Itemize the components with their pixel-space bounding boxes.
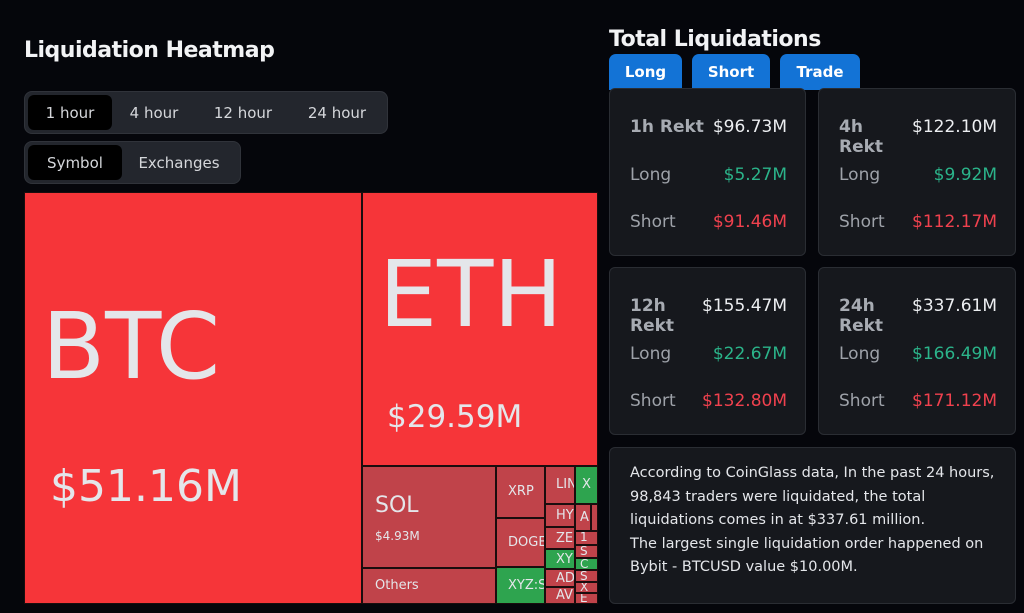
cell-symbol: XRP — [508, 484, 534, 499]
cell-symbol: XYZ:S — [508, 578, 545, 593]
heatmap-cell-s[interactable]: S — [575, 545, 598, 558]
stat-card-1h: 1h Rekt $96.73M Long $5.27M Short $91.46M — [609, 88, 806, 256]
cell-symbol: E — [580, 593, 588, 604]
total-value: $122.10M — [912, 117, 997, 137]
cell-value: $29.59M — [387, 399, 523, 435]
long-label: Long — [630, 344, 672, 364]
period-label: 4h Rekt — [839, 117, 884, 157]
cell-symbol: HY — [556, 508, 574, 523]
heatmap-cell-others[interactable]: Others — [362, 568, 496, 604]
tab-24-hour[interactable]: 24 hour — [307, 103, 367, 122]
period-label: 24h Rekt — [839, 296, 884, 336]
total-liquidations-title: Total Liquidations — [609, 27, 821, 52]
summary-line: The largest single liquidation order hap… — [630, 535, 984, 552]
heatmap-cell-xyzs[interactable]: XYZ:S — [496, 567, 545, 604]
cell-value: $4.93M — [375, 529, 420, 543]
summary-line: 98,843 traders were liquidated, the tota… — [630, 488, 926, 505]
long-label: Long — [630, 165, 672, 185]
cell-value: $51.16M — [50, 461, 242, 512]
total-value: $155.47M — [702, 296, 787, 316]
cell-symbol: C — [580, 558, 589, 570]
heatmap-cell-x2[interactable]: X — [575, 582, 598, 593]
cell-symbol: XY — [556, 552, 573, 567]
heatmap-cell-hy[interactable]: HY — [545, 504, 575, 527]
short-value: $91.46M — [712, 212, 787, 232]
heatmap-cell-lin[interactable]: LIN — [545, 466, 575, 504]
tab-12-hour[interactable]: 12 hour — [213, 103, 273, 122]
long-label: Long — [839, 165, 881, 185]
heatmap-cell-doge[interactable]: DOGE — [496, 518, 545, 567]
stat-card-12h: 12h Rekt $155.47M Long $22.67M Short $132.8… — [609, 267, 806, 435]
period-label: 12h Rekt — [630, 296, 675, 336]
heatmap-cell-s2[interactable]: S — [575, 570, 598, 582]
tab-exchanges[interactable]: Exchanges — [138, 153, 220, 172]
short-label: Short — [630, 391, 676, 411]
cell-symbol: SOL — [375, 493, 419, 518]
cell-symbol: ETH — [379, 241, 563, 348]
heatmap-cell-c[interactable]: C — [575, 558, 598, 570]
heatmap-cell-eth[interactable]: ETH $29.59M — [362, 192, 598, 466]
summary-line: According to CoinGlass data, In the past… — [630, 465, 995, 481]
short-button[interactable]: Short — [692, 54, 770, 90]
heatmap-cell-tiny[interactable] — [591, 504, 598, 531]
short-label: Short — [839, 391, 885, 411]
long-value: $5.27M — [723, 165, 787, 185]
heatmap-cell-1[interactable]: 1 — [575, 531, 598, 545]
tab-1-hour[interactable]: 1 hour — [28, 95, 112, 130]
heatmap-cell-xrp[interactable]: XRP — [496, 466, 545, 518]
cell-symbol: LIN — [556, 477, 575, 492]
heatmap-cell-xy[interactable]: XY — [545, 549, 575, 569]
stat-card-4h: 4h Rekt $122.10M Long $9.92M Short $112.17M — [818, 88, 1016, 256]
long-value: $9.92M — [933, 165, 997, 185]
heatmap-title: Liquidation Heatmap — [24, 38, 275, 63]
tab-symbol[interactable]: Symbol — [28, 145, 122, 180]
total-value: $337.61M — [912, 296, 997, 316]
group-by-tabs: Symbol Exchanges — [24, 141, 241, 184]
long-value: $166.49M — [912, 344, 997, 364]
cell-symbol: BTC — [42, 293, 221, 400]
cell-symbol: S — [580, 570, 588, 582]
summary-line: Bybit - BTCUSD value $10.00M. — [630, 559, 858, 575]
cell-symbol: 1 — [580, 531, 588, 544]
summary-line: liquidations comes in at $337.61 million… — [630, 512, 926, 528]
time-range-tabs: 1 hour 4 hour 12 hour 24 hour — [24, 91, 388, 134]
short-label: Short — [630, 212, 676, 232]
trade-button[interactable]: Trade — [780, 54, 860, 90]
cell-symbol: A — [580, 510, 589, 525]
cell-symbol: AD — [556, 571, 575, 586]
total-value: $96.73M — [712, 117, 787, 137]
cell-symbol: AV — [556, 588, 573, 603]
cell-symbol: ZE — [556, 531, 574, 546]
heatmap-cell-btc[interactable]: BTC $51.16M — [24, 192, 362, 604]
long-button[interactable]: Long — [609, 54, 682, 90]
heatmap-cell-e[interactable]: E — [575, 593, 598, 604]
heatmap-cell-av[interactable]: AV — [545, 587, 575, 604]
cell-symbol: DOGE — [508, 535, 545, 550]
short-label: Short — [839, 212, 885, 232]
liquidation-heatmap: BTC $51.16M ETH $29.59M SOL $4.93M Other… — [24, 192, 598, 604]
cell-symbol: X — [582, 477, 591, 492]
period-label: 1h Rekt — [630, 117, 704, 137]
liquidation-summary: According to CoinGlass data, In the past… — [609, 447, 1016, 604]
heatmap-cell-sol[interactable]: SOL $4.93M — [362, 466, 496, 568]
long-label: Long — [839, 344, 881, 364]
cell-symbol: Others — [375, 578, 419, 593]
tab-4-hour[interactable]: 4 hour — [129, 103, 179, 122]
cell-symbol: X — [580, 582, 589, 593]
short-value: $171.12M — [912, 391, 997, 411]
heatmap-cell-x[interactable]: X — [575, 466, 598, 504]
heatmap-cell-a[interactable]: A — [575, 504, 591, 531]
long-value: $22.67M — [712, 344, 787, 364]
heatmap-cell-ze[interactable]: ZE — [545, 527, 575, 549]
short-value: $112.17M — [912, 212, 997, 232]
cell-symbol: S — [580, 545, 588, 558]
heatmap-cell-ad[interactable]: AD — [545, 569, 575, 587]
short-value: $132.80M — [702, 391, 787, 411]
stat-card-24h: 24h Rekt $337.61M Long $166.49M Short $171.… — [818, 267, 1016, 435]
